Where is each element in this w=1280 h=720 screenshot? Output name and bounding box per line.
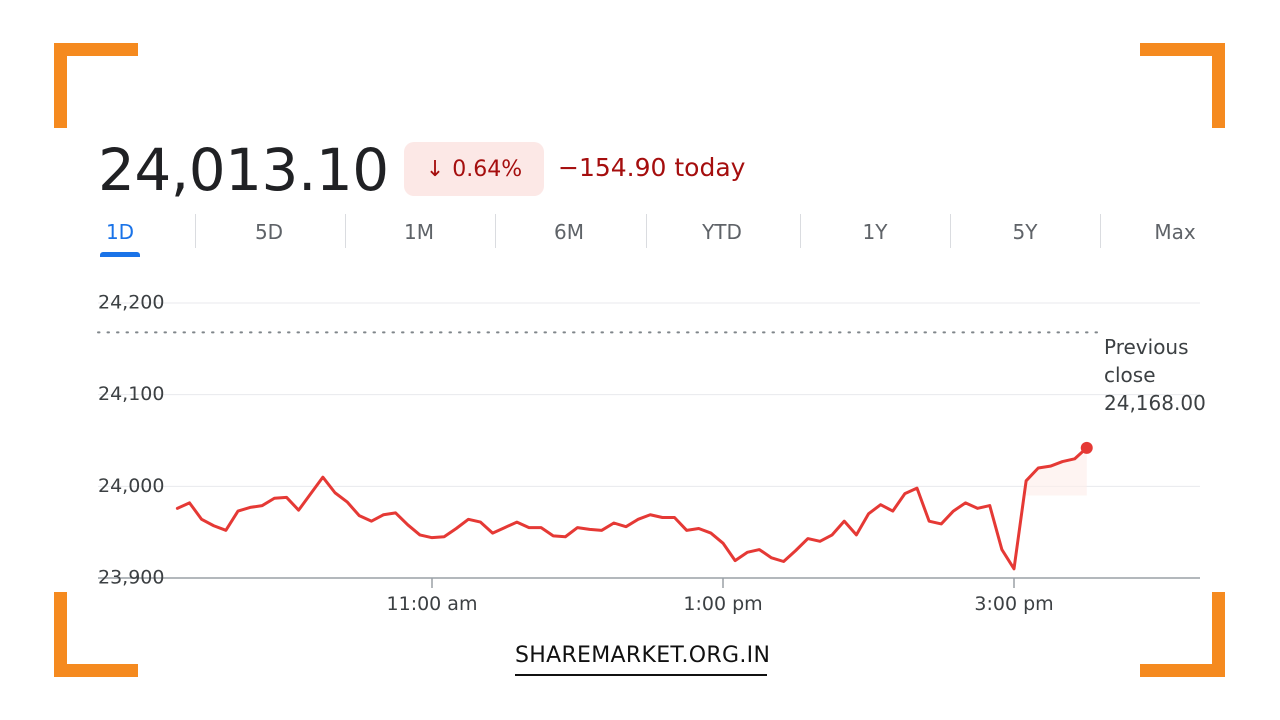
tab-separator [345,214,346,248]
tab-1y[interactable]: 1Y [862,220,888,244]
tab-5y[interactable]: 5Y [1012,220,1038,244]
tab-6m[interactable]: 6M [554,220,584,244]
tab-separator [646,214,647,248]
frame-corner-bottom-left-h [54,664,138,677]
previous-close-label: Previous [1104,335,1189,359]
frame-corner-top-left-h [54,43,138,56]
watermark: SHAREMARKET.ORG.IN [515,640,770,676]
series-area-highlight [1026,447,1087,496]
change-today: −154.90 today [558,153,746,182]
y-tick-label: 23,900 [98,567,164,589]
current-price: 24,013.10 [98,136,389,204]
tab-ytd[interactable]: YTD [702,220,742,244]
tab-separator [950,214,951,248]
frame-corner-bottom-left-v [54,592,67,677]
tab-5d[interactable]: 5D [254,220,284,244]
y-tick-label: 24,200 [98,292,164,314]
change-percent-badge: ↓ 0.64% [404,142,544,196]
change-percent: 0.64% [452,156,523,182]
previous-close-label: close [1104,363,1156,387]
active-tab-indicator [100,252,140,257]
tab-separator [1100,214,1101,248]
tab-separator [195,214,196,248]
range-tabs: 1D 5D 1M 6M YTD 1Y 5Y Max [98,212,1202,262]
frame-corner-bottom-right-v [1212,592,1225,677]
frame-corner-bottom-right-h [1140,664,1225,677]
y-tick-label: 24,000 [98,475,164,497]
arrow-down-icon: ↓ [425,156,445,182]
frame-corner-top-right-v [1212,43,1225,128]
x-tick-label: 1:00 pm [683,593,762,615]
frame-corner-top-left-v [54,43,67,128]
y-tick-label: 24,100 [98,383,164,405]
last-point-marker [1080,441,1093,454]
tab-max[interactable]: Max [1154,220,1196,244]
tab-separator [800,214,801,248]
x-tick-label: 3:00 pm [974,593,1053,615]
tab-1m[interactable]: 1M [404,220,434,244]
previous-close-label: 24,168.00 [1104,391,1206,415]
tab-separator [495,214,496,248]
series-line [175,446,1089,571]
tab-1d[interactable]: 1D [105,220,135,244]
x-tick-label: 11:00 am [387,593,478,615]
frame-corner-top-right-h [1140,43,1225,56]
